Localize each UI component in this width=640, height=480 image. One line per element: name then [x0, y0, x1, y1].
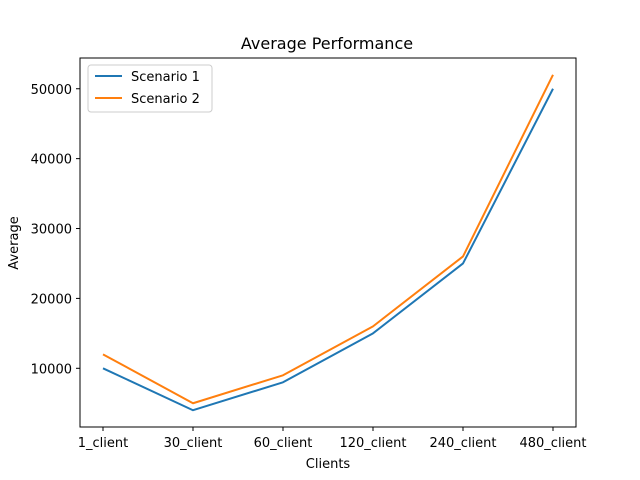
chart-title: Average Performance [241, 34, 413, 53]
x-tick-label: 120_client [339, 436, 406, 451]
x-tick-label: 240_client [429, 436, 496, 451]
plot-frame [79, 57, 577, 428]
axes [79, 57, 577, 428]
y-tick-label: 40000 [31, 153, 72, 168]
y-axis-label: Average [7, 216, 22, 269]
x-tick-label: 1_client [78, 436, 128, 451]
x-ticks: 1_client 30_client 60_client 120_client 240_… [78, 427, 587, 451]
x-tick-label: 480_client [519, 436, 586, 451]
y-tick-label: 20000 [31, 292, 72, 307]
y-tick-label: 30000 [31, 223, 72, 238]
series-line-2 [102, 74, 554, 405]
legend-label-1: Scenario 1 [131, 70, 200, 85]
y-tick-label: 50000 [31, 83, 72, 98]
x-tick-label: 30_client [164, 436, 223, 451]
legend: Scenario 1 Scenario 2 [87, 64, 213, 113]
x-axis-label: Clients [306, 457, 351, 472]
series-lines [102, 74, 554, 412]
y-tick-label: 10000 [31, 362, 72, 377]
series-line-1 [102, 88, 554, 412]
legend-label-2: Scenario 2 [131, 92, 200, 107]
y-ticks: 10000 20000 30000 40000 50000 [31, 83, 80, 377]
x-tick-label: 60_client [254, 436, 313, 451]
